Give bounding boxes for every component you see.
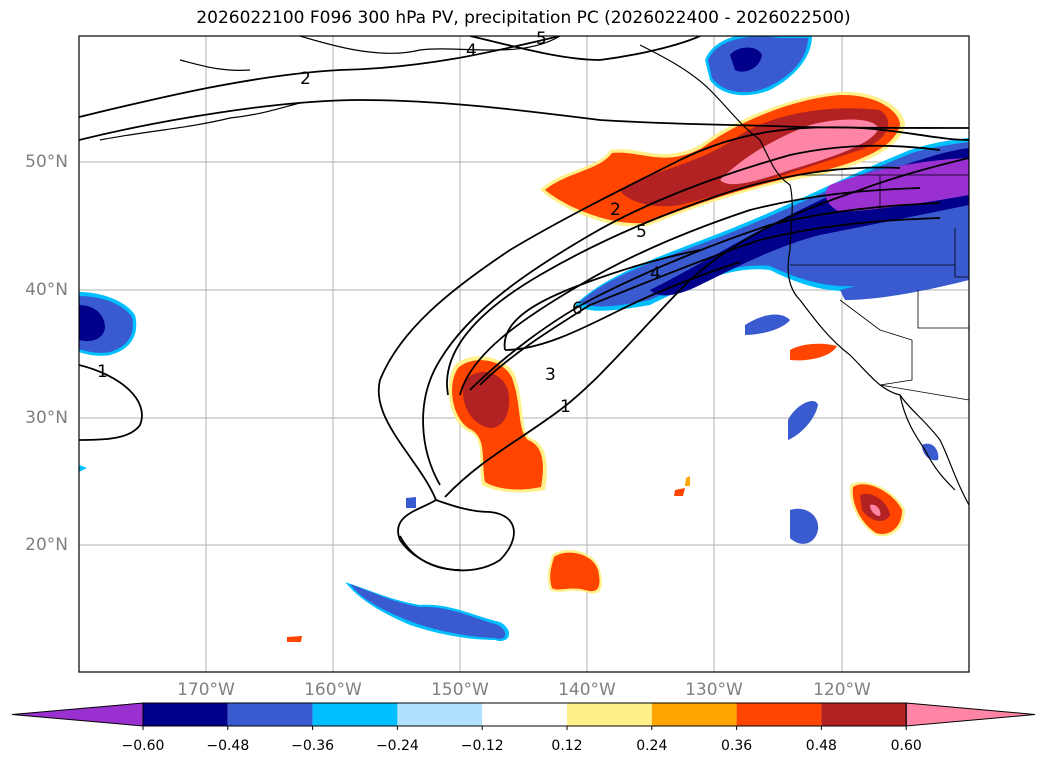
- colorbar-segment: [482, 703, 567, 726]
- colorbar-ticks: [142, 726, 907, 730]
- contour-label: 6: [572, 299, 583, 319]
- colorbar-label: −0.48: [206, 738, 250, 754]
- lon-label: 120°W: [813, 680, 871, 700]
- lon-label: 150°W: [431, 680, 489, 700]
- colorbar-label: 0.12: [551, 738, 583, 754]
- lat-label: 30°N: [25, 408, 68, 428]
- colorbar-label: 0.36: [721, 738, 753, 754]
- colorbar-label: −0.36: [291, 738, 335, 754]
- lon-label: 130°W: [685, 680, 743, 700]
- contour-label: 5: [536, 29, 547, 49]
- chart-title: 2026022100 F096 300 hPa PV, precipitatio…: [196, 8, 851, 28]
- colorbar-label: 0.24: [636, 738, 668, 754]
- lon-label: 140°W: [558, 680, 616, 700]
- map-canvas: 2 4 5 2 5 4 6 3 1 1: [78, 29, 970, 673]
- contour-label: 1: [560, 397, 571, 417]
- colorbar-extend-min: [11, 702, 144, 727]
- lon-label: 160°W: [304, 680, 362, 700]
- plot-frame: [78, 35, 970, 673]
- contour-label: 4: [650, 264, 661, 284]
- colorbar-segments: [11, 702, 1036, 727]
- colorbar-label: 0.48: [805, 738, 837, 754]
- colorbar-label: −0.24: [375, 738, 419, 754]
- contour-label-group: 2 4 5 2 5 4 6 3 1 1: [97, 29, 661, 417]
- colorbar-segment: [143, 703, 228, 726]
- colorbar-label: −0.60: [121, 738, 165, 754]
- colorbar-segment: [821, 703, 907, 726]
- lat-label: 50°N: [25, 152, 68, 172]
- contour-label: 2: [610, 200, 621, 220]
- colorbar-segment: [312, 703, 398, 726]
- colorbar-outline: [142, 702, 907, 727]
- colorbar-segment: [736, 703, 822, 726]
- lat-label: 20°N: [25, 535, 68, 555]
- lon-label: 170°W: [177, 680, 235, 700]
- contour-label: 2: [300, 69, 311, 89]
- colorbar-label: −0.12: [460, 738, 504, 754]
- contour-label: 1: [97, 362, 108, 382]
- state-borders: [790, 174, 969, 401]
- colorbar-segment: [397, 703, 483, 726]
- contour-label: 5: [636, 222, 647, 242]
- pv-contours: [79, 36, 969, 572]
- colorbar-extend-max: [905, 702, 1036, 727]
- contour-label: 3: [545, 365, 556, 385]
- lat-label: 40°N: [25, 280, 68, 300]
- contour-label: 4: [466, 41, 477, 61]
- colorbar-segment: [567, 703, 652, 726]
- colorbar-segment: [227, 703, 313, 726]
- colorbar-label: 0.60: [890, 738, 922, 754]
- colorbar-segment: [651, 703, 737, 726]
